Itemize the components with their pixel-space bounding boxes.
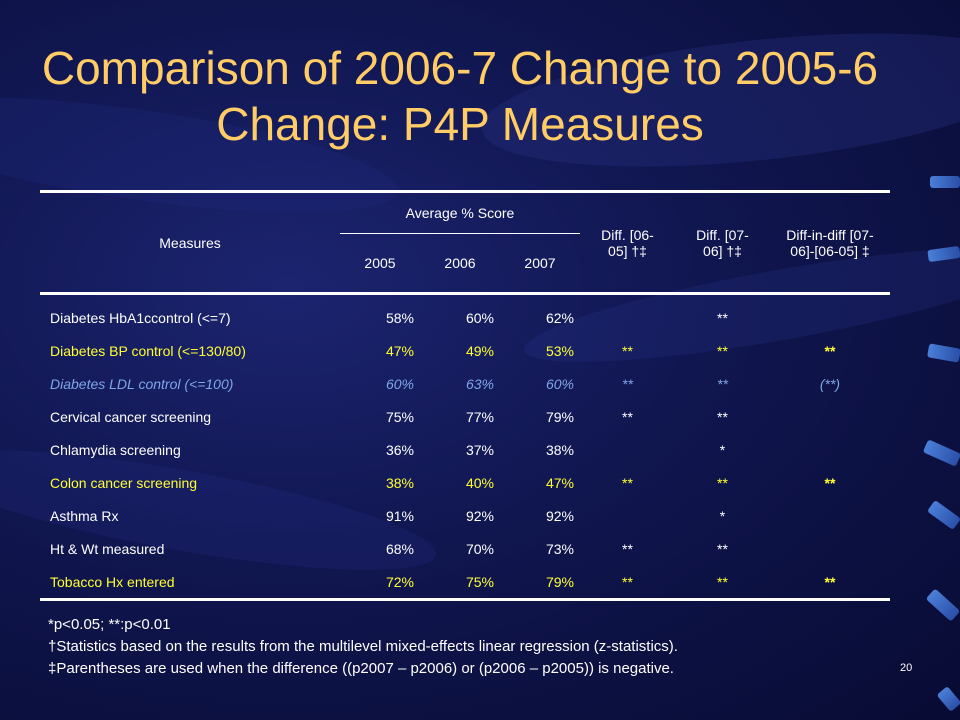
diff-06-05-cell (580, 294, 675, 335)
score-2005-cell: 60% (385, 375, 414, 392)
table-row: Ht & Wt measured 68% 70% 73% ** ** (40, 532, 890, 565)
score-2005-cell: 72% (385, 573, 414, 590)
diff-in-diff-cell: (**) (819, 375, 841, 392)
score-2006-cell: 77% (465, 408, 494, 425)
score-2006-cell: 37% (465, 441, 494, 458)
score-2005-cell: 75% (385, 408, 414, 425)
diff-07-06-cell: * (719, 441, 726, 458)
footnote-statistics: †Statistics based on the results from th… (48, 638, 678, 655)
measure-cell: Diabetes HbA1ccontrol (<=7) (50, 309, 231, 326)
decorative-bar (936, 686, 960, 712)
score-2006-cell: 70% (465, 540, 494, 557)
measure-cell: Diabetes LDL control (<=100) (50, 375, 234, 392)
table-row: Colon cancer screening 38% 40% 47% ** ** ** (40, 466, 890, 499)
diff-07-06-cell: ** (717, 573, 728, 590)
table-body: Diabetes HbA1ccontrol (<=7) 58% 60% 62% ** Di… (40, 294, 890, 600)
diff-in-diff-cell (770, 499, 890, 532)
diff-in-diff-cell (770, 532, 890, 565)
score-2007-cell: 79% (545, 408, 574, 425)
diff-in-diff-cell: ** (824, 573, 836, 590)
score-2005-cell: 68% (385, 540, 414, 557)
diff-in-diff-cell (770, 294, 890, 335)
diff-in-diff-cell: ** (824, 474, 836, 491)
table-row: Diabetes LDL control (<=100) 60% 63% 60% ** *… (40, 367, 890, 400)
footnotes: *p<0.05; **:p<0.01 †Statistics based on … (48, 614, 678, 680)
diff-07-06-cell: ** (717, 540, 728, 557)
header-diff-06-05: Diff. [06-05] †‡ (601, 226, 654, 259)
score-2006-cell: 49% (465, 342, 494, 359)
decorative-bar (927, 343, 960, 363)
score-2006-cell: 92% (465, 507, 494, 524)
decorative-bar (922, 439, 960, 467)
score-2006-cell: 63% (465, 375, 494, 392)
page-number: 20 (900, 662, 913, 674)
decorative-bar (926, 499, 960, 531)
footnote-parentheses: ‡Parentheses are used when the differenc… (48, 660, 674, 677)
score-2007-cell: 53% (545, 342, 574, 359)
slide-title: Comparison of 2006-7 Change to 2005-6 Ch… (41, 42, 879, 150)
score-2006-cell: 60% (465, 309, 494, 326)
score-2006-cell: 40% (465, 474, 494, 491)
table-row: Diabetes BP control (<=130/80) 47% 49% 53% *… (40, 334, 890, 367)
diff-06-05-cell: ** (622, 573, 633, 590)
score-2005-cell: 38% (385, 474, 414, 491)
diff-06-05-cell: ** (622, 540, 633, 557)
measure-cell: Tobacco Hx entered (50, 573, 175, 590)
score-2005-cell: 47% (385, 342, 414, 359)
score-2007-cell: 47% (545, 474, 574, 491)
score-2007-cell: 92% (545, 507, 574, 524)
measure-cell: Asthma Rx (50, 507, 119, 524)
score-2007-cell: 73% (545, 540, 574, 557)
header-year-2007: 2007 (524, 255, 556, 271)
footnote-significance: *p<0.05; **:p<0.01 (48, 616, 171, 633)
diff-07-06-cell: ** (717, 309, 728, 326)
decorative-bar (927, 245, 960, 263)
score-2005-cell: 36% (385, 441, 414, 458)
diff-06-05-cell: ** (622, 375, 633, 392)
header-year-2006: 2006 (444, 255, 476, 271)
diff-06-05-cell: ** (622, 408, 633, 425)
decorative-bar (930, 176, 960, 188)
header-diff-07-06: Diff. [07-06] †‡ (696, 226, 749, 259)
table-row: Cervical cancer screening 75% 77% 79% ** ** (40, 400, 890, 433)
score-2005-cell: 58% (385, 309, 414, 326)
diff-07-06-cell: ** (717, 474, 728, 491)
diff-07-06-cell: ** (717, 408, 728, 425)
diff-in-diff-cell (770, 400, 890, 433)
table-row: Diabetes HbA1ccontrol (<=7) 58% 60% 62% ** (40, 294, 890, 335)
diff-07-06-cell: ** (717, 342, 728, 359)
measure-cell: Cervical cancer screening (50, 408, 212, 425)
diff-06-05-cell (580, 433, 675, 466)
score-2007-cell: 38% (545, 441, 574, 458)
decorative-bar (925, 588, 960, 622)
score-2007-cell: 79% (545, 573, 574, 590)
header-measures: Measures (159, 234, 221, 251)
header-year-2005: 2005 (364, 255, 396, 271)
measures-table: Measures Average % Score Diff. [06-05] †… (40, 190, 890, 601)
table-row: Tobacco Hx entered 72% 75% 79% ** ** ** (40, 565, 890, 600)
header-average-score: Average % Score (340, 191, 580, 234)
measure-cell: Diabetes BP control (<=130/80) (50, 342, 246, 359)
table-row: Chlamydia screening 36% 37% 38% * (40, 433, 890, 466)
score-2006-cell: 75% (465, 573, 494, 590)
diff-07-06-cell: * (719, 507, 726, 524)
measure-cell: Ht & Wt measured (50, 540, 165, 557)
diff-07-06-cell: ** (717, 375, 728, 392)
header-diff-in-diff: Diff-in-diff [07-06]-[06-05] ‡ (786, 226, 874, 259)
score-2007-cell: 60% (545, 375, 574, 392)
diff-06-05-cell (580, 499, 675, 532)
measures-table-container: Measures Average % Score Diff. [06-05] †… (40, 190, 890, 601)
diff-in-diff-cell (770, 433, 890, 466)
diff-06-05-cell: ** (622, 342, 633, 359)
score-2007-cell: 62% (545, 309, 574, 326)
measure-cell: Chlamydia screening (50, 441, 181, 458)
diff-06-05-cell: ** (622, 474, 633, 491)
score-2005-cell: 91% (385, 507, 414, 524)
diff-in-diff-cell: ** (824, 342, 836, 359)
measure-cell: Colon cancer screening (50, 474, 198, 491)
table-row: Asthma Rx 91% 92% 92% * (40, 499, 890, 532)
